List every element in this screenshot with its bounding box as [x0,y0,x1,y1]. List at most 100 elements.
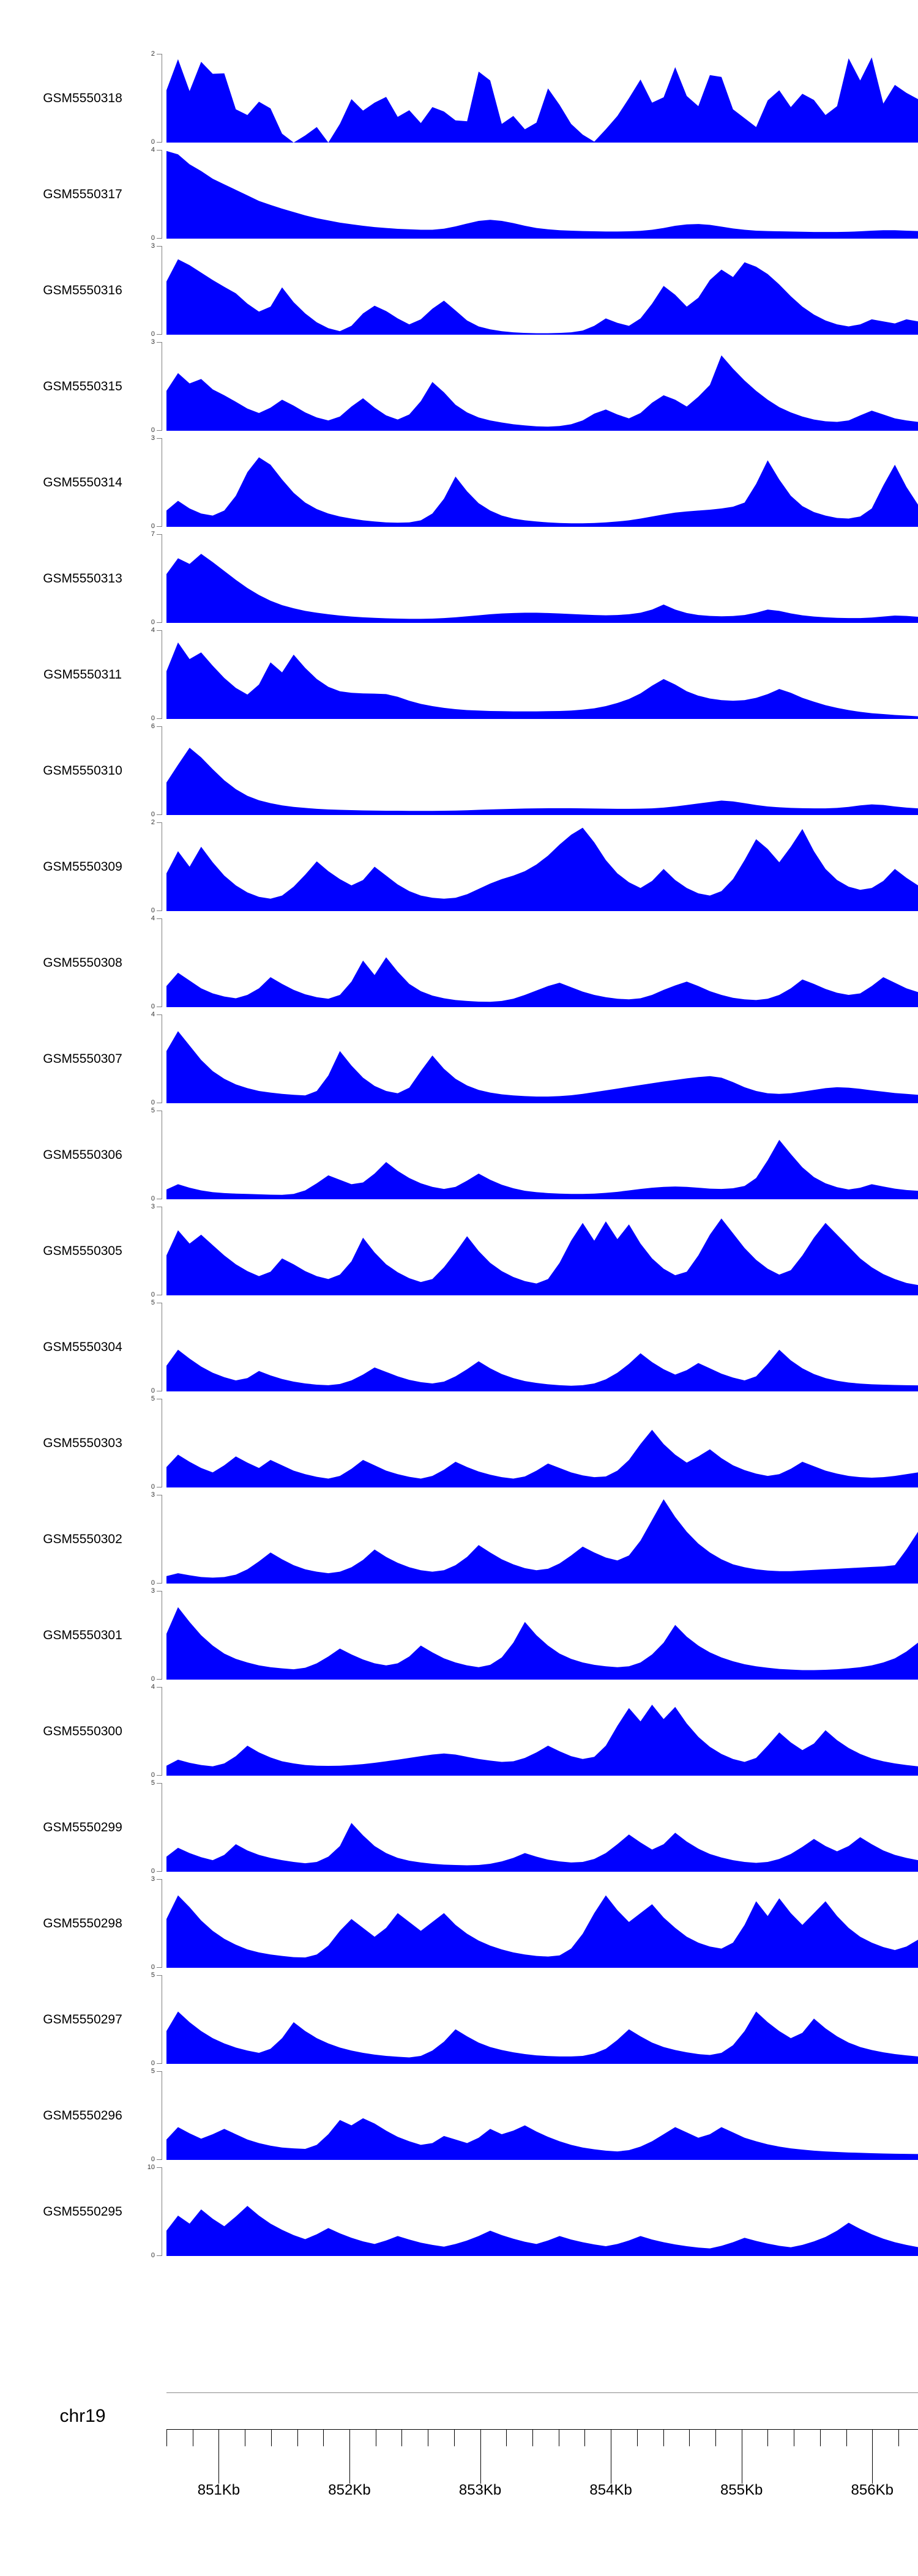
y-axis-min-label: 0 [151,907,155,914]
coverage-area-path [166,748,918,815]
coverage-area-path [166,554,918,623]
y-axis-max-label: 3 [151,242,155,250]
y-axis-tick-min [157,1967,162,1968]
coverage-area-chart [166,554,918,623]
coverage-area-path [166,827,918,911]
coverage-track: GSM5550307 4 0 [0,1011,918,1106]
coverage-track: GSM5550316 3 0 [0,242,918,338]
y-axis-tick-min [157,430,162,431]
coverage-area-path [166,457,918,527]
y-axis-min-label: 0 [151,234,155,242]
axis-minor-tick [819,2430,821,2446]
axis-minor-tick [767,2430,769,2446]
coverage-area-chart [166,57,918,143]
y-axis-tick-min [157,238,162,239]
y-axis-min-label: 0 [151,138,155,146]
coverage-area-path [166,642,918,719]
y-axis-tick-max [157,630,162,631]
axis-minor-tick [689,2430,690,2446]
y-axis-max-label: 5 [151,1779,155,1787]
axis-major-tick-label: 856Kb [851,2482,894,2498]
axis-minor-tick [166,2430,167,2446]
coverage-area-path [166,1705,918,1776]
coverage-area-chart [166,1139,918,1199]
coverage-track: GSM5550300 4 0 [0,1684,918,1779]
y-axis-min-label: 0 [151,426,155,434]
y-axis-tick-max [157,150,162,151]
axis-major-tick-label: 852Kb [328,2482,371,2498]
axis-baseline [166,2429,918,2430]
axis-minor-tick [401,2430,403,2446]
coverage-plot-area [166,1591,918,1680]
y-axis-max-label: 4 [151,146,155,154]
coverage-area-path [166,2206,918,2256]
coverage-area-chart [166,1895,918,1968]
y-axis-max-label: 3 [151,1491,155,1498]
coverage-plot-area [166,150,918,239]
y-axis-min-label: 0 [151,1771,155,1779]
coverage-area-path [166,2118,918,2160]
track-label: GSM5550301 [43,1628,122,1642]
axis-major-tick-label: 854Kb [589,2482,632,2498]
coverage-area-chart [166,1218,918,1295]
y-axis-max-label: 2 [151,50,155,58]
y-axis-min-label: 0 [151,1291,155,1298]
coverage-area-path [166,151,918,239]
coverage-plot-area [166,246,918,335]
coverage-track: GSM5550306 5 0 [0,1107,918,1202]
coverage-plot-area [166,1879,918,1968]
coverage-track: GSM5550303 5 0 [0,1396,918,1491]
y-axis-tick-min [157,334,162,335]
coverage-plot-area [166,1111,918,1199]
y-axis-max-label: 3 [151,338,155,346]
coverage-area-chart [166,748,918,815]
y-axis-max-label: 10 [147,2164,155,2171]
track-label: GSM5550311 [43,667,122,682]
coverage-track: GSM5550302 3 0 [0,1492,918,1587]
coverage-area-chart [166,827,918,911]
y-axis-tick-max [157,1014,162,1015]
y-axis-max-label: 4 [151,627,155,634]
coverage-plot-area [166,1399,918,1487]
coverage-area-chart [166,1705,918,1776]
chromosome-tick-group: 851Kb 852Kb 853Kb 854Kb 855Kb 856Kb [166,2429,918,2515]
axis-minor-tick [584,2430,586,2446]
track-y-axis: 10 0 [147,2164,166,2259]
track-label: GSM5550303 [43,1435,122,1450]
coverage-track: GSM5550318 2 0 [0,51,918,146]
coverage-plot-area [166,2071,918,2160]
coverage-plot-area [166,1783,918,1872]
y-axis-min-label: 0 [151,1867,155,1875]
track-label: GSM5550314 [43,475,122,490]
axis-minor-tick [663,2430,664,2446]
y-axis-min-label: 0 [151,715,155,722]
coverage-area-path [166,1895,918,1968]
y-axis-tick-min [157,1871,162,1872]
y-axis-tick-max [157,246,162,247]
coverage-area-chart [166,457,918,527]
y-axis-min-label: 0 [151,1387,155,1394]
y-axis-tick-min [157,2159,162,2160]
y-axis-min-label: 0 [151,1675,155,1683]
y-axis-tick-min [157,526,162,527]
coverage-area-path [166,1031,918,1103]
coverage-area-chart [166,1429,918,1487]
coverage-track: GSM5550317 4 0 [0,146,918,242]
y-axis-tick-min [157,718,162,719]
track-label: GSM5550318 [43,91,122,105]
axis-minor-tick [297,2430,298,2446]
coverage-track: GSM5550296 5 0 [0,2068,918,2163]
coverage-plot-area [166,54,918,143]
coverage-area-chart [166,1499,918,1584]
y-axis-min-label: 0 [151,811,155,818]
